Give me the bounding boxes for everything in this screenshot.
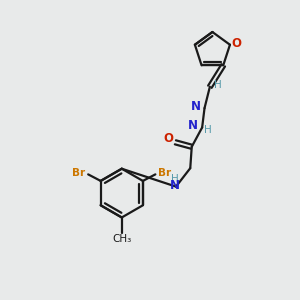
Text: H: H <box>214 80 222 90</box>
Text: H: H <box>204 125 212 135</box>
Text: Br: Br <box>72 168 85 178</box>
Text: Br: Br <box>158 168 171 178</box>
Text: O: O <box>163 132 173 145</box>
Text: H: H <box>171 174 178 184</box>
Text: N: N <box>169 178 179 192</box>
Text: O: O <box>232 37 242 50</box>
Text: N: N <box>191 100 201 113</box>
Text: CH₃: CH₃ <box>112 235 131 244</box>
Text: N: N <box>188 119 198 133</box>
